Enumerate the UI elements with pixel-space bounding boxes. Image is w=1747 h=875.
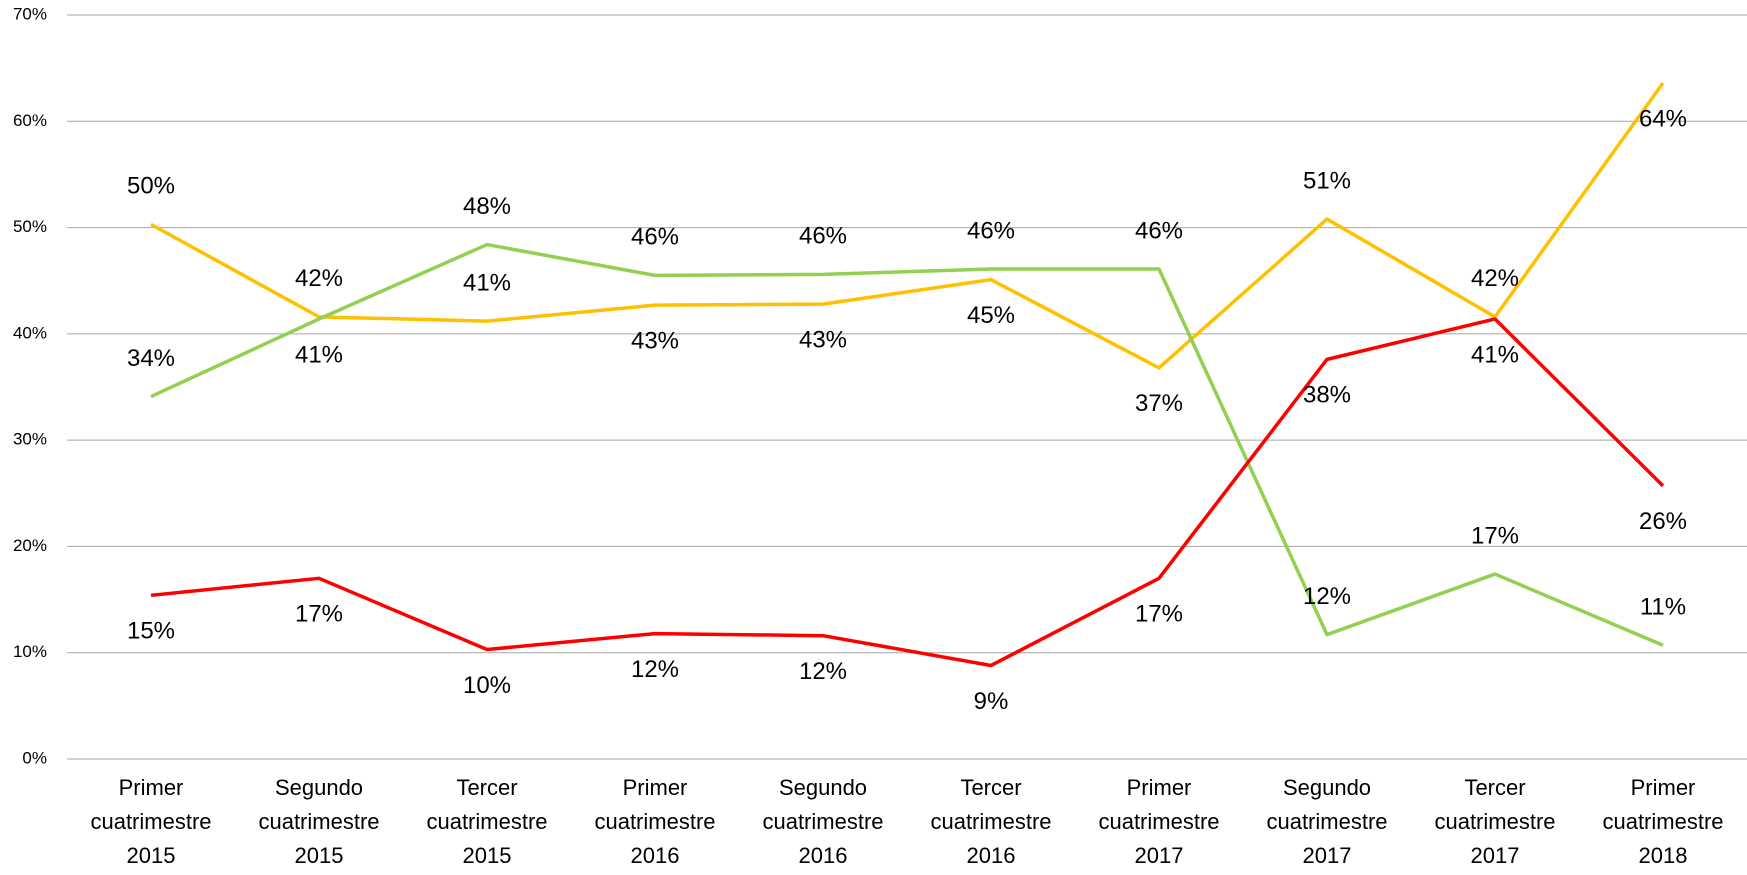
y-tick-label: 40% — [13, 323, 47, 342]
data-label: 43% — [631, 328, 679, 355]
data-label: 46% — [631, 224, 679, 251]
y-tick-label: 30% — [13, 430, 47, 449]
x-tick-label: Primer cuatrimestre 2017 — [1098, 775, 1219, 868]
data-label: 17% — [1135, 601, 1183, 628]
x-tick-label: Primer cuatrimestre 2015 — [90, 775, 211, 868]
data-label: 45% — [967, 302, 1015, 329]
data-label: 15% — [127, 618, 175, 645]
y-tick-label: 50% — [13, 217, 47, 236]
data-label: 12% — [1303, 583, 1351, 610]
data-label: 9% — [974, 688, 1009, 715]
y-tick-label: 0% — [22, 748, 47, 767]
x-tick-label: Tercer cuatrimestre 2016 — [930, 775, 1051, 868]
data-label: 10% — [463, 672, 511, 699]
data-label: 11% — [1640, 594, 1686, 621]
y-tick-label: 10% — [13, 642, 47, 661]
data-label: 48% — [463, 193, 511, 220]
data-label: 38% — [1303, 382, 1351, 409]
x-tick-label: Segundo cuatrimestre 2016 — [762, 775, 883, 868]
data-label: 12% — [799, 658, 847, 685]
y-tick-label: 20% — [13, 536, 47, 555]
x-tick-label: Primer cuatrimestre 2016 — [594, 775, 715, 868]
data-label: 46% — [967, 217, 1015, 244]
x-tick-label: Segundo cuatrimestre 2015 — [258, 775, 379, 868]
data-label: 46% — [1135, 217, 1183, 244]
x-tick-label: Tercer cuatrimestre 2017 — [1434, 775, 1555, 868]
data-label: 46% — [799, 223, 847, 250]
data-label: 51% — [1303, 167, 1351, 194]
series-line — [150, 317, 1665, 668]
x-tick-label: Segundo cuatrimestre 2017 — [1266, 775, 1387, 868]
data-label: 43% — [799, 326, 847, 353]
data-label: 50% — [127, 173, 175, 200]
data-label: 17% — [1471, 522, 1519, 549]
data-label: 64% — [1639, 105, 1687, 132]
data-label: 34% — [127, 345, 175, 372]
data-label: 26% — [1639, 508, 1687, 535]
y-tick-label: 70% — [13, 4, 47, 23]
data-label: 41% — [463, 269, 511, 296]
series-line — [150, 82, 1665, 370]
data-label: 37% — [1135, 390, 1183, 417]
series-line — [150, 242, 1664, 647]
data-label: 12% — [631, 656, 679, 683]
data-label: 42% — [1471, 265, 1519, 292]
data-label: 42% — [295, 265, 343, 292]
x-tick-label: Tercer cuatrimestre 2015 — [426, 775, 547, 868]
data-label: 17% — [295, 601, 343, 628]
data-label: 41% — [295, 341, 343, 368]
x-tick-label: Primer cuatrimestre 2018 — [1602, 775, 1723, 868]
data-label: 41% — [1471, 341, 1519, 368]
y-tick-label: 60% — [13, 111, 47, 130]
